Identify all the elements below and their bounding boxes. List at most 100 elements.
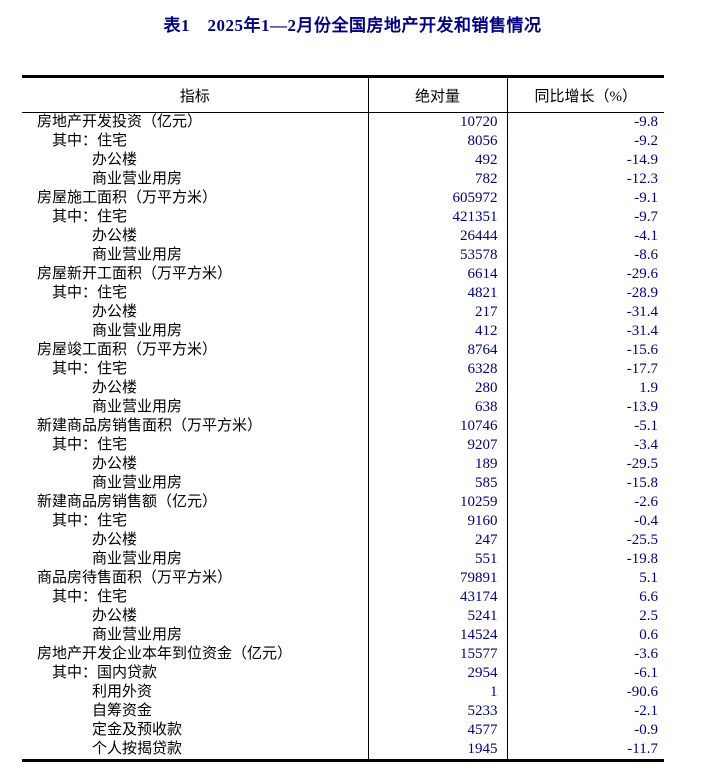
absolute-cell: 14524 <box>367 626 507 645</box>
growth-cell: 2.5 <box>506 607 664 626</box>
absolute-cell: 189 <box>367 455 507 474</box>
table-row: 其中：住宅 9207 -3.4 <box>22 436 664 455</box>
table-row: 商品房待售面积（万平方米） 79891 5.1 <box>22 569 664 588</box>
absolute-cell: 605972 <box>367 189 507 208</box>
column-header-indicator: 指标 <box>22 76 368 113</box>
growth-cell: -29.6 <box>506 265 664 284</box>
statistics-table: 指标 绝对量 同比增长（%） 房地产开发投资（亿元） 10720 -9.8 其中… <box>22 75 664 762</box>
table-row: 新建商品房销售额（亿元） 10259 -2.6 <box>22 493 664 512</box>
growth-cell: -28.9 <box>506 284 664 303</box>
table-row: 个人按揭贷款 1945 -11.7 <box>22 740 664 761</box>
absolute-cell: 1945 <box>367 740 507 761</box>
absolute-cell: 782 <box>367 170 507 189</box>
table-row: 其中：住宅 8056 -9.2 <box>22 132 664 151</box>
growth-cell: 0.6 <box>506 626 664 645</box>
table-row: 商业营业用房 551 -19.8 <box>22 550 664 569</box>
absolute-cell: 6614 <box>367 265 507 284</box>
absolute-cell: 15577 <box>367 645 507 664</box>
absolute-cell: 217 <box>367 303 507 322</box>
indicator-cell: 商业营业用房 <box>92 627 183 643</box>
absolute-cell: 53578 <box>367 246 507 265</box>
indicator-cell: 其中：住宅 <box>52 285 128 301</box>
growth-cell: -25.5 <box>506 531 664 550</box>
indicator-cell: 商品房待售面积（万平方米） <box>37 570 233 586</box>
indicator-cell: 办公楼 <box>92 380 138 396</box>
indicator-cell: 新建商品房销售额（亿元） <box>37 494 218 510</box>
growth-cell: -31.4 <box>506 322 664 341</box>
table-row: 房屋竣工面积（万平方米） 8764 -15.6 <box>22 341 664 360</box>
growth-cell: -9.7 <box>506 208 664 227</box>
table-row: 办公楼 217 -31.4 <box>22 303 664 322</box>
table-row: 办公楼 247 -25.5 <box>22 531 664 550</box>
absolute-cell: 280 <box>367 379 507 398</box>
growth-cell: -13.9 <box>506 398 664 417</box>
table-row: 其中：国内贷款 2954 -6.1 <box>22 664 664 683</box>
growth-cell: -17.7 <box>506 360 664 379</box>
growth-cell: -15.8 <box>506 474 664 493</box>
indicator-cell: 自筹资金 <box>92 703 153 719</box>
indicator-cell: 商业营业用房 <box>92 551 183 567</box>
indicator-cell: 办公楼 <box>92 608 138 624</box>
table-row: 商业营业用房 782 -12.3 <box>22 170 664 189</box>
indicator-cell: 商业营业用房 <box>92 247 183 263</box>
growth-cell: -9.1 <box>506 189 664 208</box>
table-row: 其中：住宅 421351 -9.7 <box>22 208 664 227</box>
indicator-cell: 新建商品房销售面积（万平方米） <box>37 418 263 434</box>
table-row: 其中：住宅 43174 6.6 <box>22 588 664 607</box>
table-body: 房地产开发投资（亿元） 10720 -9.8 其中：住宅 8056 -9.2 办… <box>22 112 664 761</box>
table-row: 办公楼 492 -14.9 <box>22 151 664 170</box>
absolute-cell: 247 <box>367 531 507 550</box>
absolute-cell: 421351 <box>367 208 507 227</box>
column-header-growth: 同比增长（%） <box>506 76 664 113</box>
growth-cell: -3.6 <box>506 645 664 664</box>
table-row: 新建商品房销售面积（万平方米） 10746 -5.1 <box>22 417 664 436</box>
growth-cell: -14.9 <box>506 151 664 170</box>
absolute-cell: 6328 <box>367 360 507 379</box>
absolute-cell: 10720 <box>367 112 507 132</box>
absolute-cell: 412 <box>367 322 507 341</box>
page-title: 表1 2025年1—2月份全国房地产开发和销售情况 <box>163 16 542 35</box>
table-row: 办公楼 280 1.9 <box>22 379 664 398</box>
indicator-cell: 商业营业用房 <box>92 399 183 415</box>
indicator-cell: 房屋新开工面积（万平方米） <box>37 266 233 282</box>
growth-cell: -9.8 <box>506 112 664 132</box>
table-row: 其中：住宅 9160 -0.4 <box>22 512 664 531</box>
absolute-cell: 638 <box>367 398 507 417</box>
indicator-cell: 其中：住宅 <box>52 361 128 377</box>
table-row: 商业营业用房 412 -31.4 <box>22 322 664 341</box>
indicator-cell: 其中：住宅 <box>52 589 128 605</box>
header-row: 指标 绝对量 同比增长（%） <box>22 76 664 113</box>
growth-cell: -9.2 <box>506 132 664 151</box>
growth-cell: -2.1 <box>506 702 664 721</box>
absolute-cell: 9160 <box>367 512 507 531</box>
absolute-cell: 10746 <box>367 417 507 436</box>
table-row: 利用外资 1 -90.6 <box>22 683 664 702</box>
indicator-cell: 个人按揭贷款 <box>92 741 183 757</box>
table-row: 办公楼 26444 -4.1 <box>22 227 664 246</box>
indicator-cell: 办公楼 <box>92 228 138 244</box>
table-row: 商业营业用房 14524 0.6 <box>22 626 664 645</box>
indicator-cell: 办公楼 <box>92 532 138 548</box>
growth-cell: -4.1 <box>506 227 664 246</box>
growth-cell: -15.6 <box>506 341 664 360</box>
absolute-cell: 9207 <box>367 436 507 455</box>
indicator-cell: 利用外资 <box>92 684 153 700</box>
absolute-cell: 551 <box>367 550 507 569</box>
absolute-cell: 43174 <box>367 588 507 607</box>
absolute-cell: 1 <box>367 683 507 702</box>
growth-cell: -2.6 <box>506 493 664 512</box>
indicator-cell: 其中：住宅 <box>52 209 128 225</box>
growth-cell: 6.6 <box>506 588 664 607</box>
absolute-cell: 2954 <box>367 664 507 683</box>
table-row: 商业营业用房 638 -13.9 <box>22 398 664 417</box>
table-row: 办公楼 189 -29.5 <box>22 455 664 474</box>
indicator-cell: 定金及预收款 <box>92 722 183 738</box>
growth-cell: -0.4 <box>506 512 664 531</box>
table-row: 商业营业用房 53578 -8.6 <box>22 246 664 265</box>
absolute-cell: 5233 <box>367 702 507 721</box>
indicator-cell: 其中：国内贷款 <box>52 665 158 681</box>
indicator-cell: 办公楼 <box>92 456 138 472</box>
table-row: 其中：住宅 4821 -28.9 <box>22 284 664 303</box>
growth-cell: -31.4 <box>506 303 664 322</box>
